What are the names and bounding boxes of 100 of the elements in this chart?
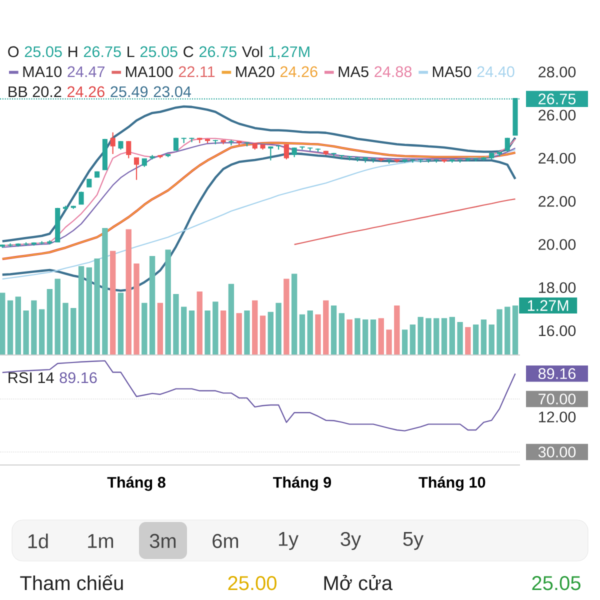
legend-label: MA10 <box>23 66 62 78</box>
candlestick <box>331 152 336 158</box>
legend-label: MA50 <box>432 66 472 78</box>
bar <box>370 319 376 356</box>
bar <box>134 264 140 356</box>
legend-label: MA100 <box>126 66 173 78</box>
y-tick-label: 20.00 <box>538 239 576 250</box>
candlestick <box>47 240 52 245</box>
candlestick <box>150 155 155 160</box>
y-tick-label: 70.00 <box>538 394 576 404</box>
bar <box>426 318 432 356</box>
y-tick-label: 30.00 <box>538 446 576 458</box>
bar <box>181 306 187 356</box>
text: C <box>184 46 194 58</box>
bar <box>196 292 202 356</box>
candlestick <box>260 144 266 150</box>
y-tick-label: 12.00 <box>538 412 576 422</box>
bar <box>212 302 218 356</box>
annotation: 24.26 <box>68 86 104 98</box>
bar <box>126 229 132 356</box>
bar <box>252 300 258 356</box>
candlestick <box>442 159 447 163</box>
bar <box>0 292 6 356</box>
bar <box>472 324 479 356</box>
bar <box>504 306 510 356</box>
annotation: BB 20.2 <box>8 86 62 98</box>
bar <box>378 318 384 356</box>
bar <box>94 258 100 356</box>
text: 1y <box>278 532 299 550</box>
annotation: 24.47 <box>68 66 105 77</box>
bar <box>23 310 29 356</box>
candlestick <box>315 148 321 152</box>
candlestick <box>189 138 194 142</box>
bar <box>512 305 518 356</box>
bar <box>284 278 290 356</box>
bar <box>86 267 92 356</box>
bar <box>31 300 37 356</box>
bar <box>228 284 234 356</box>
bar <box>410 324 416 356</box>
x-tick-label: Tháng 9 <box>273 476 332 491</box>
y-tick-label: 16.00 <box>538 325 576 336</box>
bar <box>457 322 463 356</box>
bar <box>434 318 440 356</box>
bar <box>394 305 400 356</box>
text: 25.05 <box>532 576 580 590</box>
annotation: 22.11 <box>178 66 215 77</box>
text: Mở cửa <box>324 574 393 590</box>
bar <box>315 314 321 356</box>
candlestick <box>118 141 124 150</box>
x-tick-label: Tháng 8 <box>107 476 166 491</box>
y-tick-label: 18.00 <box>538 282 576 294</box>
text: 25.05 <box>140 46 178 58</box>
annotation: RSI 14 <box>8 372 54 384</box>
bar <box>62 302 68 356</box>
bar <box>362 319 368 356</box>
text: 26.75 <box>199 46 236 58</box>
bar <box>386 330 392 356</box>
text: 3m <box>150 534 176 548</box>
bar <box>299 314 306 356</box>
annotation: 24.40 <box>477 66 514 78</box>
bar <box>307 310 313 356</box>
bar <box>157 302 164 356</box>
bar <box>418 316 424 356</box>
bar <box>449 316 455 356</box>
bar <box>220 310 226 356</box>
bar <box>244 310 250 356</box>
bar <box>102 228 108 356</box>
candlestick <box>370 158 376 163</box>
bar <box>496 309 502 356</box>
text: 6m <box>212 534 238 548</box>
bar <box>15 296 21 356</box>
bar <box>402 330 408 356</box>
bar <box>354 318 360 356</box>
bar <box>142 302 148 356</box>
text: Vol <box>242 46 262 58</box>
data-label: 89.16 <box>538 368 576 380</box>
text: 25.05 <box>24 46 62 58</box>
bar <box>323 300 329 356</box>
bar <box>38 309 45 356</box>
y-tick-label: 22.00 <box>538 196 576 207</box>
text: 3y <box>340 532 362 550</box>
text: 1,27M <box>269 46 310 59</box>
annotation: 25.49 <box>110 86 148 98</box>
bar <box>346 319 352 356</box>
y-tick-label: 28.00 <box>538 66 576 78</box>
y-tick-label: 24.00 <box>538 152 576 164</box>
text: 1m <box>88 534 114 548</box>
annotation: 23.04 <box>154 86 192 98</box>
bar <box>441 318 448 356</box>
annotation: 24.26 <box>280 66 318 78</box>
text: 1.27M <box>528 300 568 311</box>
bar <box>338 313 345 356</box>
bar <box>268 312 274 356</box>
legend-label: MA20 <box>236 66 274 78</box>
bar <box>488 324 494 356</box>
candlestick <box>8 243 13 247</box>
candlestick <box>300 146 305 150</box>
bar <box>188 310 195 356</box>
bar <box>78 266 84 356</box>
text: H <box>68 46 78 57</box>
